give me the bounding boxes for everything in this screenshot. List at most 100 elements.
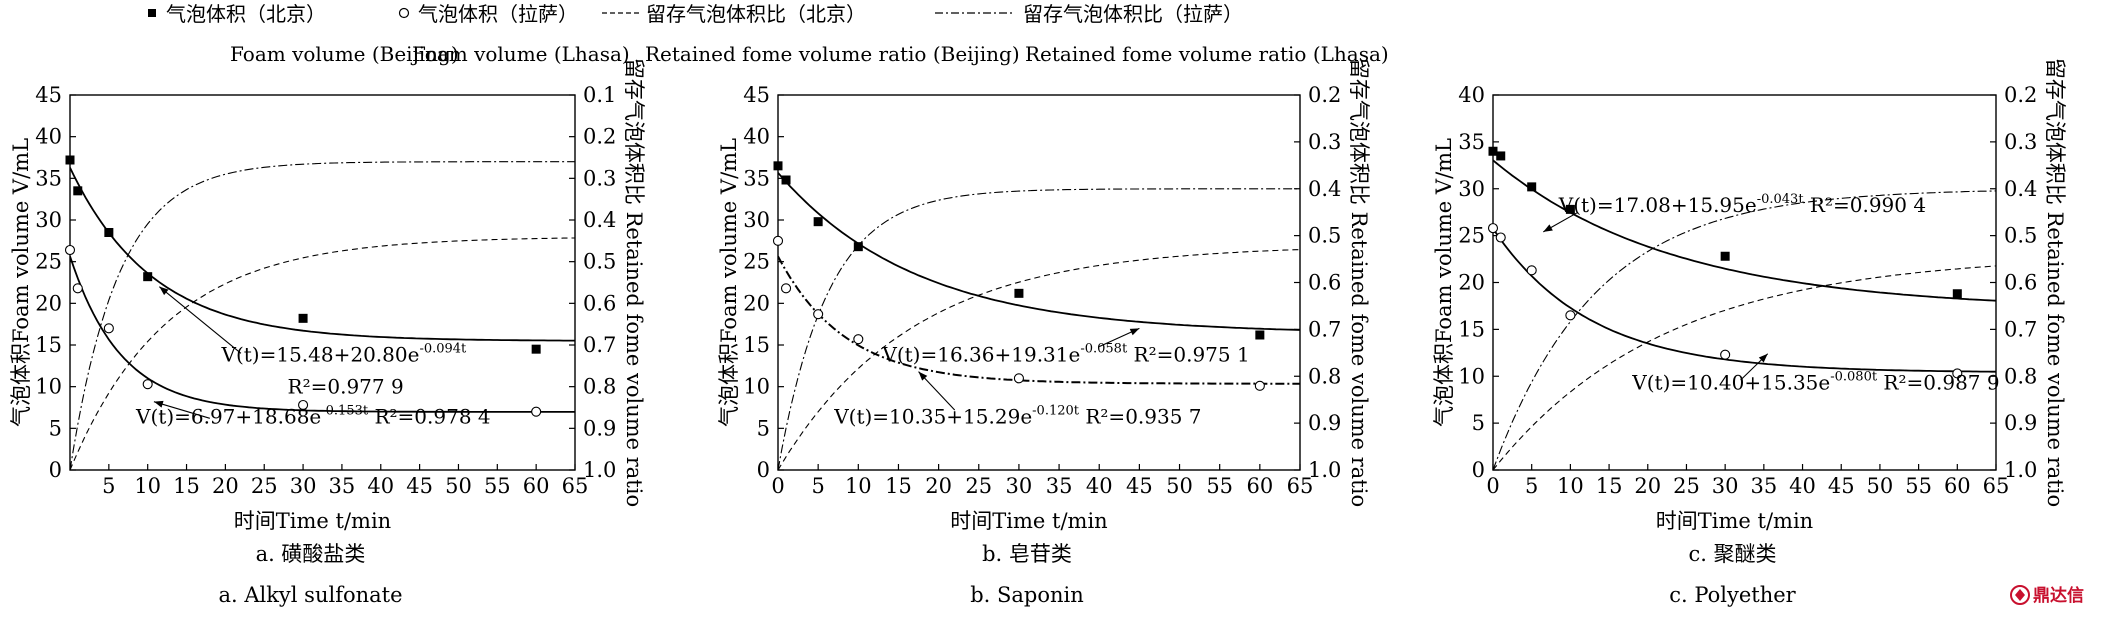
data-point-beijing <box>1527 182 1537 192</box>
data-point-beijing <box>853 242 863 252</box>
equation-r2: R²=0.990 4 <box>1804 193 1927 217</box>
equation-main: V(t)=17.08+15.95e <box>1558 193 1757 217</box>
fit-curve-lhasa <box>1493 228 1996 373</box>
y-tick-label: 35 <box>1458 130 1485 154</box>
data-point-beijing <box>1496 151 1506 161</box>
data-point-lhasa <box>64 244 76 256</box>
x-axis-ticks: 5 10 15 20 25 30 35 40 45 50 55 60 65 <box>102 464 588 498</box>
fit-equation: V(t)=16.36+19.31e-0.058t R²=0.975 1 <box>881 342 1249 367</box>
x-tick-label: 30 <box>290 474 317 498</box>
y-tick-label: 35 <box>743 166 770 190</box>
equation-r2: R²=0.935 7 <box>1079 404 1202 428</box>
watermark-text: 鼎达信 <box>2033 585 2084 606</box>
data-point-lhasa <box>1487 223 1499 234</box>
y2-tick-label: 0.6 <box>583 291 616 315</box>
y2-tick-label: 1.0 <box>1308 458 1341 482</box>
annotation-arrowhead-icon <box>159 286 169 296</box>
x-tick-label: 10 <box>845 474 872 498</box>
chart-panel: 0 5 10 15 20 25 30 35 40 45 50 55 60 65 0 5 10 15 20 25 30 35… <box>1432 58 2067 607</box>
data-point-lhasa <box>1720 349 1731 360</box>
ratio-curve-beijing <box>70 237 575 470</box>
y-tick-label: 40 <box>35 125 62 149</box>
fit-equation: V(t)=6.97+18.68e-0.153t R²=0.978 4 <box>135 403 491 428</box>
data-point-beijing <box>773 161 783 171</box>
watermark-logo: 鼎达信 <box>2009 583 2101 611</box>
x-tick-label: 25 <box>965 474 992 498</box>
y-tick-label: 25 <box>35 250 62 274</box>
y2-tick-label: 0.2 <box>583 125 616 149</box>
x-tick-label: 55 <box>1206 474 1233 498</box>
y2-tick-label: 0.7 <box>1308 317 1341 341</box>
y-axis-label: 气泡体积Foam volume V/mL <box>717 138 741 427</box>
x-tick-label: 65 <box>1983 474 2010 498</box>
legend-label-en: Retained fome volume ratio (Beijing) <box>645 42 1020 66</box>
equation-main: V(t)=6.97+18.68e <box>135 404 321 428</box>
y2-tick-label: 0.2 <box>1308 83 1341 107</box>
equation-exponent: -0.153t <box>321 403 369 418</box>
y-tick-label: 10 <box>35 375 62 399</box>
annotation-arrow-line <box>153 401 211 419</box>
equation-main: V(t)=10.40+15.35e <box>1631 370 1830 394</box>
data-point-beijing <box>781 175 791 185</box>
y2-tick-label: 0.9 <box>1308 411 1341 435</box>
fit-equation: V(t)=15.48+20.80e-0.094t <box>221 342 468 367</box>
x-tick-label: 55 <box>484 474 511 498</box>
y-tick-label: 20 <box>35 291 62 315</box>
chart-panels: 5 10 15 20 25 30 35 40 45 50 55 60 65051015202530354… <box>9 58 2067 607</box>
y-tick-label: 5 <box>757 416 770 440</box>
x-tick-label: 60 <box>1246 474 1273 498</box>
y-tick-label: 30 <box>1458 177 1485 201</box>
data-point-lhasa <box>1565 310 1576 321</box>
ratio-curve-lhasa <box>778 188 1300 470</box>
legend-label-en: Foam volume (Lhasa) <box>412 42 630 66</box>
x-tick-label: 35 <box>1750 474 1777 498</box>
data-point-beijing <box>813 217 823 227</box>
x-tick-label: 60 <box>1944 474 1971 498</box>
annotation-arrowhead-icon <box>1129 328 1140 336</box>
y2-tick-label: 0.8 <box>2004 364 2037 388</box>
y-tick-label: 20 <box>743 291 770 315</box>
y2-axis-label: 留存气泡体积比 Retained fome volume ratio <box>2043 58 2067 507</box>
data-point-lhasa <box>142 379 153 390</box>
data-point-beijing <box>1488 146 1498 156</box>
y-tick-label: 40 <box>743 125 770 149</box>
x-tick-label: 20 <box>212 474 239 498</box>
y-axis-label: 气泡体积Foam volume V/mL <box>9 138 33 427</box>
data-point-lhasa <box>72 283 83 294</box>
x-tick-label: 10 <box>1557 474 1584 498</box>
x-axis-label: 时间Time t/min <box>234 509 391 533</box>
x-tick-label: 25 <box>1673 474 1700 498</box>
y2-tick-label: 0.8 <box>1308 364 1341 388</box>
y2-axis-label: 留存气泡体积比 Retained fome volume ratio <box>1347 58 1371 507</box>
x-tick-label: 15 <box>885 474 912 498</box>
y-tick-label: 10 <box>743 375 770 399</box>
data-point-lhasa <box>772 235 784 246</box>
x-tick-label: 55 <box>1905 474 1932 498</box>
fit-equation: V(t)=10.35+15.29e-0.120t R²=0.935 7 <box>833 403 1201 428</box>
legend: 气泡体积（北京） Foam volume (Beijing) 气泡体积（拉萨） Foa… <box>148 2 1389 66</box>
y-tick-label: 0 <box>1472 458 1485 482</box>
y2-tick-label: 0.4 <box>2004 177 2037 201</box>
x-tick-label: 60 <box>523 474 550 498</box>
x-tick-label: 30 <box>1712 474 1739 498</box>
y-axis-label: 气泡体积Foam volume V/mL <box>1432 138 1456 427</box>
y-tick-label: 35 <box>35 166 62 190</box>
x-tick-label: 15 <box>1596 474 1623 498</box>
equation-exponent: -0.058t <box>1080 342 1128 357</box>
y-tick-label: 45 <box>743 83 770 107</box>
x-axis-label: 时间Time t/min <box>1656 509 1813 533</box>
x-tick-label: 5 <box>1525 474 1538 498</box>
data-point-beijing <box>143 272 153 282</box>
annotation-arrowhead-icon <box>918 371 928 381</box>
y2-tick-label: 1.0 <box>2004 458 2037 482</box>
y-tick-label: 25 <box>1458 224 1485 248</box>
x-tick-label: 65 <box>1287 474 1314 498</box>
y-axis-ticks: 0 5 10 15 20 25 30 35 40 45 <box>35 83 76 482</box>
x-tick-label: 45 <box>1126 474 1153 498</box>
data-point-lhasa <box>531 406 542 417</box>
fit-equation: R²=0.977 9 <box>288 374 404 398</box>
y2-axis-ticks: 0.2 0.3 0.4 0.5 0.6 0.7 0.8 0.9 1.0 <box>1990 83 2037 482</box>
annotation-arrowhead-icon <box>1758 353 1768 363</box>
y2-tick-label: 0.8 <box>583 375 616 399</box>
